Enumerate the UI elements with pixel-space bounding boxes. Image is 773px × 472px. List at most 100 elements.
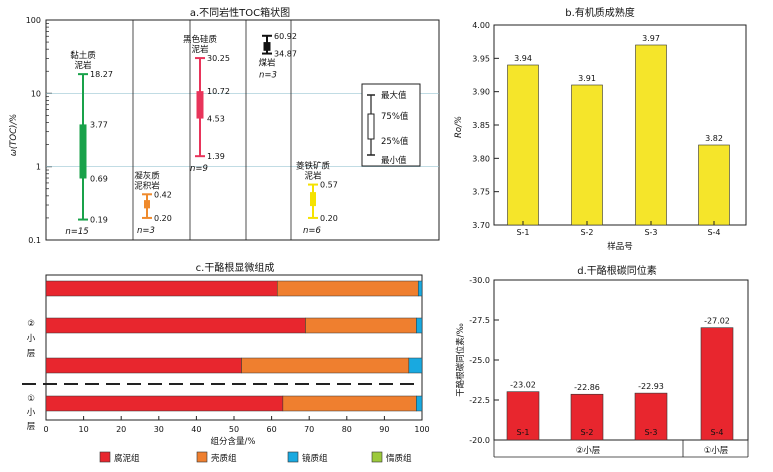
panel-d-title: d.干酪根碳同位素: [577, 264, 657, 277]
panel-a-y-tick-label: 0.1: [28, 236, 41, 245]
panel-c-legend-swatch: [99, 451, 111, 463]
panel-c-x-tick-label: 10: [79, 425, 89, 434]
panel-b-y-tick-label: 3.95: [472, 54, 490, 63]
panel-c-x-tick-label: 40: [191, 425, 201, 434]
panel-a-sample-count: n=9: [190, 164, 208, 174]
panel-a-iqr-box: [196, 91, 204, 119]
panel-c-group-label: 小: [27, 407, 36, 418]
panel-d-category-label: S-1: [516, 428, 529, 437]
panel-a-legend-item: 25%值: [381, 136, 409, 147]
panel-a-iqr-box: [144, 200, 150, 209]
panel-b-title: b.有机质成熟度: [565, 6, 635, 19]
panel-d-y-tick-label: -22.5: [469, 396, 490, 405]
panel-c-segment-1: [45, 280, 278, 297]
panel-d-y-tick-label: -20.0: [469, 436, 490, 445]
panel-d-value-label: -23.02: [510, 381, 536, 390]
panel-d-y-tick-label: -25.0: [469, 356, 490, 365]
panel-b-y-tick-label: 3.70: [472, 221, 490, 230]
panel-b-bar-S-4: [698, 144, 730, 226]
panel-a-legend-item: 最大值: [381, 90, 407, 101]
panel-d-group-label: ①小层: [704, 445, 729, 456]
panel-a-q3-label: 10.72: [207, 87, 230, 96]
panel-c-kerogen-composition: c.干酪根显微组成 组分含量/% 0 10 20 30 40 50 60 70 80 90 100 …: [22, 261, 430, 464]
panel-a-title: a.不同岩性TOC箱状图: [190, 6, 290, 19]
panel-a-group-name: 泥岩: [74, 60, 92, 71]
panel-a-group-name: 煤岩: [258, 58, 276, 69]
panel-b-maturity-bars: b.有机质成熟度 Ro/% 样品号 3.70 3.75 3.80 3.85 3.90 3.…: [454, 6, 747, 252]
panel-d-value-label: -27.02: [704, 317, 730, 326]
panel-b-x-tick-label: S-3: [644, 228, 657, 237]
panel-a-legend-item: 最小值: [381, 155, 407, 166]
panel-b-bar-S-3: [635, 44, 667, 226]
panel-a-iqr-box: [79, 124, 87, 179]
panel-d-bar-S-4: [700, 327, 734, 441]
panel-d-y-tick-label: -30.0: [469, 276, 490, 285]
panel-c-legend-swatch: [371, 451, 383, 463]
panel-c-group-label: 层: [27, 349, 36, 359]
panel-c-segment-3: [408, 357, 423, 374]
panel-c-x-tick-label: 50: [229, 425, 239, 434]
panel-a-group-name: 凝灰质: [134, 170, 160, 181]
panel-b-bar-S-1: [507, 64, 539, 226]
panel-d-y-axis-label: 干酪根碳同位素/‰: [455, 323, 466, 397]
panel-c-segment-3: [416, 395, 423, 412]
panel-c-legend-swatch: [196, 451, 208, 463]
panel-a-group-name: 黏土质: [70, 50, 96, 61]
panel-c-x-tick-label: 80: [342, 425, 352, 434]
panel-a-max-label: 18.27: [90, 70, 113, 79]
panel-d-value-label: -22.86: [574, 383, 600, 392]
panel-a-q3-label: 3.77: [90, 120, 108, 129]
panel-d-y-tick-label: -27.5: [469, 316, 490, 325]
panel-c-group-label: ①: [27, 394, 35, 404]
panel-c-group-label: ②: [27, 319, 35, 329]
panel-c-legend-swatch: [287, 451, 299, 463]
panel-d-category-label: S-4: [710, 428, 723, 437]
panel-a-max-label: 0.42: [154, 190, 172, 199]
panel-b-bar-S-2: [571, 84, 603, 226]
panel-d-carbon-isotope-bars: d.干酪根碳同位素 干酪根碳同位素/‰ -20.0 -22.5 -25.0 -27.5…: [455, 264, 749, 458]
panel-c-legend-label: 腐泥组: [114, 453, 140, 464]
panel-a-group-name: 泥岩: [191, 44, 209, 55]
panel-d-category-label: S-3: [644, 428, 657, 437]
panel-a-group-name: 泥岩: [304, 171, 322, 182]
panel-a-sample-count: n=15: [65, 227, 88, 237]
panel-c-x-tick-label: 0: [43, 425, 48, 434]
panel-b-y-tick-label: 4.00: [472, 21, 490, 30]
panel-a-max-label: 0.57: [320, 181, 338, 190]
panel-c-x-tick-label: 60: [267, 425, 277, 434]
panel-b-value-label: 3.94: [514, 54, 532, 63]
panel-a-y-tick-label: 10: [31, 89, 41, 98]
panel-b-value-label: 3.97: [642, 34, 660, 43]
panel-c-legend-label: 镜质组: [302, 453, 328, 464]
panel-a-min-label: 0.20: [154, 214, 172, 223]
panel-b-x-tick-label: S-4: [707, 228, 720, 237]
panel-c-segment-2: [282, 395, 417, 412]
panel-c-x-tick-label: 20: [116, 425, 126, 434]
panel-a-q1-label: 4.53: [207, 115, 225, 124]
panel-a-sample-count: n=6: [303, 226, 322, 236]
panel-d-bar-S-2: [570, 393, 604, 441]
panel-b-x-tick-label: S-1: [516, 228, 529, 237]
panel-a-toc-boxplot: a.不同岩性TOC箱状图 ω(TOC)/% 0.1 1 10 100 18.27 3.7…: [9, 6, 440, 245]
panel-a-min-label: 34.87: [274, 50, 297, 59]
panel-b-y-tick-label: 3.85: [472, 121, 490, 130]
panel-c-segment-3: [417, 280, 423, 297]
panel-a-plot-frame: [45, 19, 440, 241]
panel-a-y-tick-label: 1: [36, 163, 41, 172]
panel-a-iqr-box: [310, 192, 316, 207]
panel-a-max-label: 60.92: [274, 32, 297, 41]
panel-a-group-name: 黑色硅质: [183, 34, 218, 45]
panel-a-legend-box: [367, 113, 375, 140]
panel-a-y-axis-label: ω(TOC)/%: [9, 114, 19, 157]
panel-a-y-tick-label: 100: [26, 16, 41, 25]
panel-c-x-tick-label: 30: [154, 425, 164, 434]
panel-c-group-label: 层: [27, 422, 36, 432]
panel-a-iqr-box: [263, 42, 271, 51]
panel-c-segment-2: [276, 280, 419, 297]
panel-b-y-tick-label: 3.80: [472, 154, 490, 163]
panel-c-x-tick-label: 90: [379, 425, 389, 434]
